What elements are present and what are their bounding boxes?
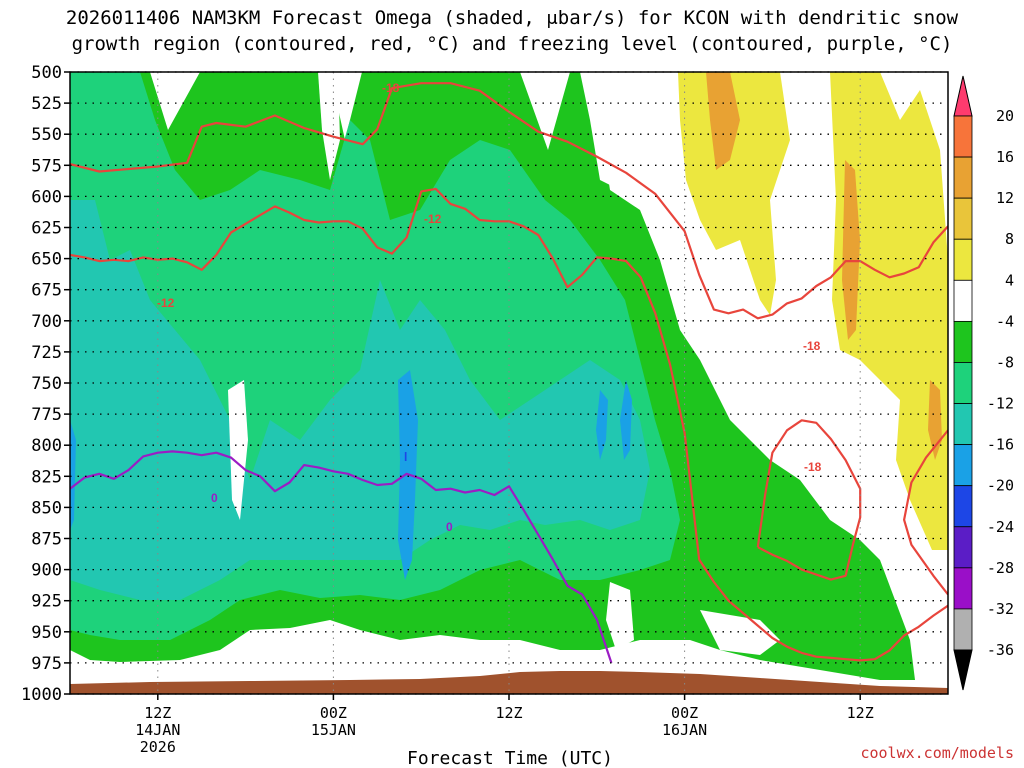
y-tick-label: 975 — [31, 654, 62, 674]
y-tick-label: 750 — [31, 374, 62, 394]
contour-label-frz-1: 0 — [211, 491, 218, 505]
omega-region-yellow-1 — [678, 72, 790, 315]
y-tick-label: 775 — [31, 405, 62, 425]
x-axis-title: Forecast Time (UTC) — [407, 748, 613, 768]
colorbar-arrow-top — [953, 75, 973, 117]
colorbar-tick-label: -24 — [987, 518, 1014, 536]
colorbar-segment — [953, 156, 973, 199]
colorbar-tick-label: 16 — [996, 148, 1014, 166]
colorbar-tick-label: -32 — [987, 600, 1014, 618]
omega-region-blue-3 — [620, 380, 632, 460]
omega-region-blue-4 — [70, 420, 76, 530]
contour-label-frz-2: 0 — [446, 520, 453, 534]
y-tick-label: 725 — [31, 343, 62, 363]
colorbar-tick-label: -8 — [996, 353, 1014, 371]
colorbar-segment — [953, 567, 973, 610]
colorbar-segment — [953, 238, 973, 281]
colorbar-segment — [953, 526, 973, 569]
contour-label-dgz-1: -18 — [382, 81, 400, 95]
omega-region-gold-2 — [842, 160, 860, 340]
omega-region-white-1 — [228, 380, 248, 520]
colorbar-arrow-bottom — [953, 649, 973, 691]
colorbar-tick-label: -12 — [987, 395, 1014, 413]
x-tick-label: 15JAN — [311, 721, 356, 739]
y-tick-label: 650 — [31, 250, 62, 270]
omega-shading — [70, 72, 948, 680]
chart-title-line1: 2026011406 NAM3KM Forecast Omega (shaded… — [66, 7, 959, 29]
x-tick-label: 12Z — [144, 704, 171, 722]
colorbar-tick-label: 12 — [996, 189, 1014, 207]
contour-label-dgz-3: -12 — [157, 296, 175, 310]
colorbar-tick-label: -28 — [987, 559, 1014, 577]
contour-label-dgz-5: -18 — [804, 460, 822, 474]
contour-label-dgz-4: -18 — [803, 339, 821, 353]
terrain-ground — [70, 671, 948, 694]
y-tick-label: 950 — [31, 623, 62, 643]
x-tick-label: 12Z — [847, 704, 874, 722]
colorbar-tick-label: 20 — [996, 107, 1014, 125]
contour-labels: -18 -12 -12 -18 -18 0 0 l — [157, 81, 822, 534]
contour-label-dgz-2: -12 — [424, 212, 442, 226]
colorbar-tick-label: -20 — [987, 477, 1014, 495]
y-axis-ticks: 500 525 550 575 600 625 650 675 700 725 750 775 800 8… — [21, 63, 70, 705]
omega-region-blue-2 — [596, 390, 608, 460]
colorbar-segment — [953, 279, 973, 322]
credit-text: coolwx.com/models — [860, 744, 1014, 762]
x-tick-label: 2026 — [140, 738, 176, 756]
x-tick-label: 12Z — [495, 704, 522, 722]
y-tick-label: 675 — [31, 281, 62, 301]
y-tick-label: 850 — [31, 498, 62, 518]
colorbar: 20 16 12 8 4 -4 -8 -12 -16 -20 -24 -28 -32 -36 — [953, 75, 1014, 691]
colorbar-tick-label: -16 — [987, 436, 1014, 454]
colorbar-segment — [953, 320, 973, 363]
omega-region-gold-1 — [706, 72, 740, 170]
contour-line-3 — [903, 429, 948, 596]
y-tick-label: 600 — [31, 187, 62, 207]
omega-region-white-5 — [700, 610, 780, 655]
y-tick-label: 1000 — [21, 685, 62, 705]
contour-line-4 — [70, 450, 613, 664]
omega-region-cyan — [70, 200, 650, 600]
y-tick-label: 875 — [31, 530, 62, 550]
y-tick-label: 550 — [31, 125, 62, 145]
omega-region-yellow-2 — [830, 72, 948, 550]
omega-region-white-2 — [318, 72, 340, 180]
contour-line-0 — [70, 187, 948, 662]
colorbar-segment — [953, 485, 973, 528]
colorbar-segment — [953, 197, 973, 240]
y-tick-label: 900 — [31, 561, 62, 581]
colorbar-tick-label: 8 — [1005, 230, 1014, 248]
plot-area — [70, 72, 948, 694]
chart-title-line2: growth region (contoured, red, °C) and f… — [72, 33, 953, 55]
colorbar-tick-label: 4 — [1005, 271, 1014, 289]
y-tick-label: 925 — [31, 592, 62, 612]
x-tick-label: 16JAN — [662, 721, 707, 739]
colorbar-segment — [953, 608, 973, 651]
omega-region-white-4 — [606, 582, 634, 650]
x-tick-label: 00Z — [671, 704, 698, 722]
y-tick-label: 625 — [31, 219, 62, 239]
y-tick-label: 700 — [31, 312, 62, 332]
colorbar-tick-label: -36 — [987, 641, 1014, 659]
x-tick-label: 14JAN — [135, 721, 180, 739]
colorbar-segment — [953, 362, 973, 404]
omega-region-white-3 — [580, 72, 640, 200]
omega-region-gold-3 — [928, 380, 942, 460]
colorbar-segment — [953, 403, 973, 446]
y-tick-label: 575 — [31, 156, 62, 176]
y-tick-label: 825 — [31, 467, 62, 487]
y-tick-label: 525 — [31, 94, 62, 114]
colorbar-segment — [953, 115, 973, 158]
y-tick-label: 800 — [31, 436, 62, 456]
y-tick-label: 500 — [31, 63, 62, 83]
x-tick-label: 00Z — [320, 704, 347, 722]
colorbar-segment — [953, 444, 973, 487]
contour-label-omega-1: l — [404, 450, 407, 464]
colorbar-tick-label: -4 — [996, 312, 1014, 330]
